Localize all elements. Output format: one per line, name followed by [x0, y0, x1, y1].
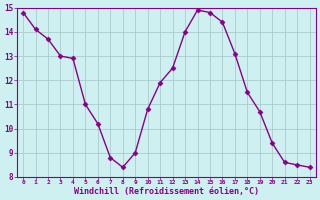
X-axis label: Windchill (Refroidissement éolien,°C): Windchill (Refroidissement éolien,°C)	[74, 187, 259, 196]
